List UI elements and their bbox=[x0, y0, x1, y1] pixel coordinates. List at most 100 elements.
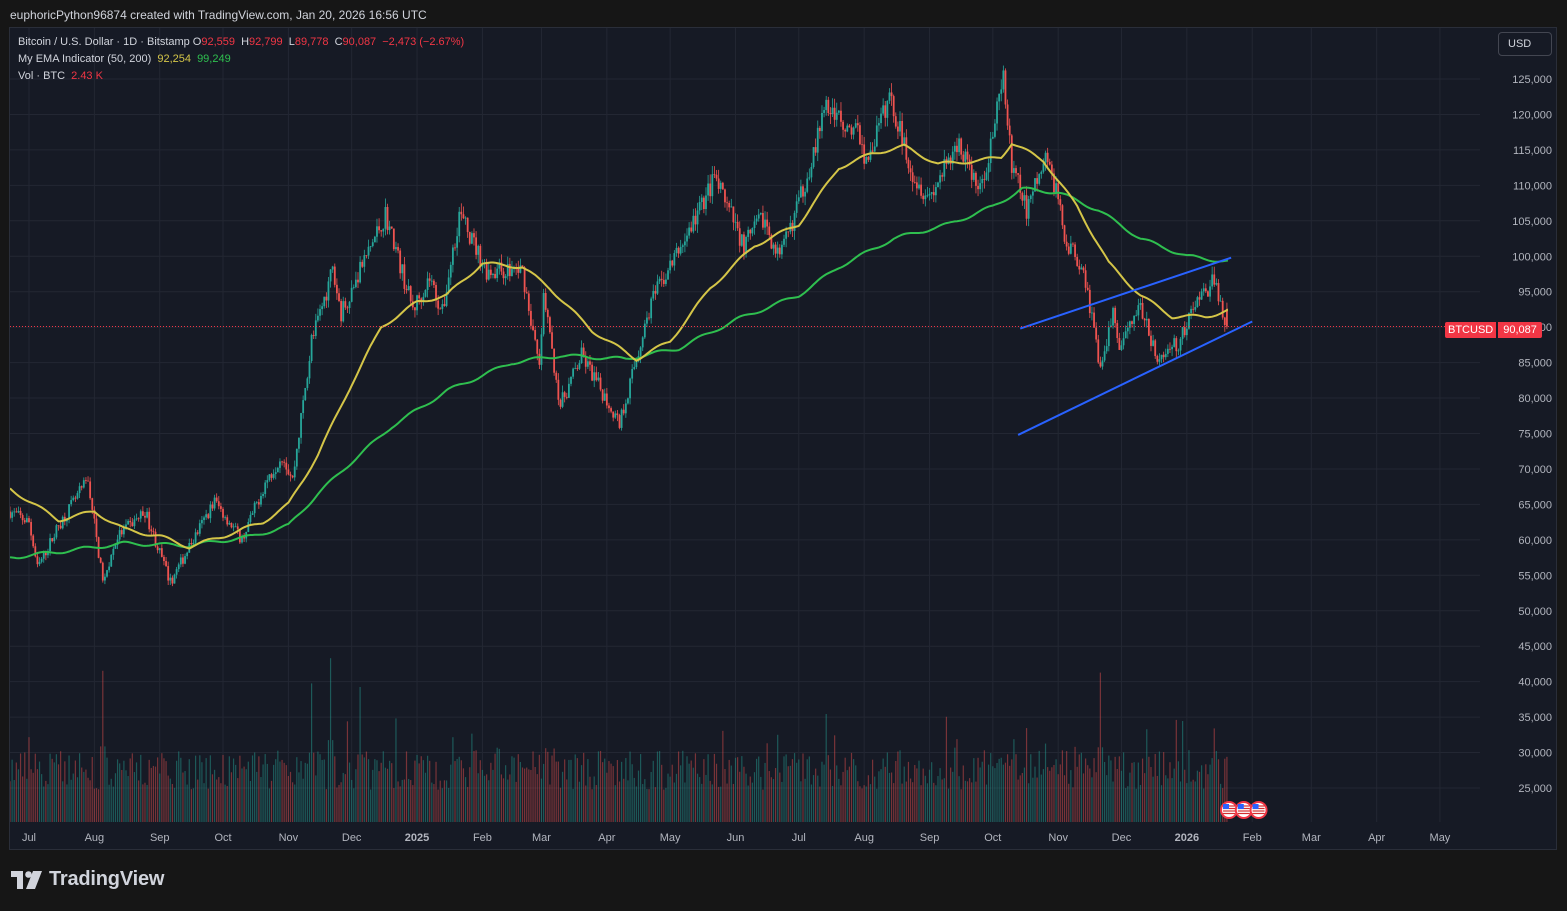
candle-body bbox=[1213, 274, 1216, 285]
volume-bar bbox=[686, 756, 688, 822]
candle-body bbox=[416, 295, 418, 311]
volume-bar bbox=[1078, 754, 1080, 822]
ema-indicator-label[interactable]: My EMA Indicator (50, 200) bbox=[18, 53, 152, 65]
volume-bar bbox=[205, 758, 207, 822]
candle-body bbox=[215, 497, 218, 502]
volume-bar bbox=[325, 789, 327, 822]
candle-body bbox=[1156, 356, 1159, 362]
candle-body bbox=[1110, 325, 1112, 328]
candle-body bbox=[169, 577, 172, 581]
volume-bar bbox=[749, 776, 751, 822]
volume-bar bbox=[1179, 781, 1182, 822]
candle-body bbox=[1095, 327, 1098, 340]
chart-frame[interactable]: 25,000 30,000 35,000 40,000 45,000 50,000 55,0… bbox=[9, 27, 1557, 850]
y-tick-label: 25,000 bbox=[1518, 783, 1552, 795]
volume-bar bbox=[32, 772, 34, 822]
volume-bar bbox=[992, 766, 994, 822]
volume-bar bbox=[260, 777, 262, 822]
volume-bar bbox=[310, 683, 313, 822]
volume-bar bbox=[791, 759, 794, 822]
candle-body bbox=[397, 247, 399, 251]
candle-body bbox=[430, 280, 433, 282]
candle-body bbox=[241, 537, 243, 543]
y-tick-label: 75,000 bbox=[1518, 429, 1552, 441]
candle-body bbox=[222, 508, 224, 518]
x-tick-label: Mar bbox=[532, 832, 551, 844]
volume-bar bbox=[595, 785, 597, 822]
candle-body bbox=[198, 523, 201, 534]
price-chart[interactable]: 25,000 30,000 35,000 40,000 45,000 50,000 55,0… bbox=[10, 28, 1558, 851]
candle-body bbox=[669, 260, 672, 271]
tradingview-logo-icon bbox=[11, 870, 42, 889]
volume-bar bbox=[785, 754, 787, 822]
volume-bar bbox=[635, 786, 637, 822]
candle-body bbox=[17, 510, 20, 513]
volume-bar bbox=[346, 721, 349, 822]
volume-bar bbox=[224, 784, 226, 822]
volume-bar bbox=[559, 787, 562, 822]
volume-bar bbox=[1057, 774, 1059, 822]
candle-body bbox=[1055, 183, 1057, 193]
volume-bar bbox=[863, 785, 865, 822]
volume-bar bbox=[283, 762, 285, 822]
volume-bar bbox=[91, 757, 93, 822]
volume-bar bbox=[89, 780, 91, 822]
volume-bar bbox=[93, 788, 95, 822]
volume-bar bbox=[874, 776, 876, 822]
volume-bar bbox=[348, 762, 351, 822]
volume-bar bbox=[994, 768, 996, 822]
candle-body bbox=[428, 278, 431, 281]
candle-body bbox=[468, 232, 471, 244]
candle-body bbox=[1101, 360, 1104, 367]
candle-body bbox=[956, 145, 958, 153]
candle-body bbox=[424, 289, 427, 297]
volume-label[interactable]: Vol · BTC bbox=[18, 70, 66, 82]
candle-body bbox=[555, 372, 558, 380]
volume-bar bbox=[975, 781, 977, 822]
volume-bar bbox=[648, 789, 650, 822]
candle-body bbox=[772, 244, 775, 249]
candle-body bbox=[719, 182, 722, 189]
y-tick-label: 100,000 bbox=[1512, 251, 1552, 263]
candle-body bbox=[247, 522, 250, 532]
volume-bar bbox=[439, 780, 441, 822]
candle-body bbox=[95, 518, 98, 538]
candle-body bbox=[274, 472, 277, 474]
volume-bar bbox=[72, 773, 74, 822]
candle-body bbox=[435, 285, 437, 301]
volume-bar bbox=[768, 771, 770, 822]
candle-body bbox=[331, 266, 334, 270]
volume-bar bbox=[711, 784, 713, 822]
candle-body bbox=[890, 92, 893, 97]
volume-bar bbox=[524, 768, 526, 822]
volume-bar bbox=[397, 781, 399, 822]
volume-bar bbox=[393, 788, 395, 822]
volume-bar bbox=[981, 761, 983, 822]
volume-bar bbox=[890, 772, 893, 822]
candle-body bbox=[610, 408, 612, 412]
candle-body bbox=[770, 234, 773, 249]
x-tick-label: Aug bbox=[85, 832, 105, 844]
volume-bar bbox=[144, 782, 146, 822]
volume-bar bbox=[1219, 783, 1222, 822]
volume-bar bbox=[1177, 761, 1180, 822]
volume-bar bbox=[228, 756, 230, 822]
volume-bar bbox=[1201, 765, 1203, 822]
volume-bar bbox=[1097, 747, 1099, 822]
volume-bar bbox=[353, 788, 355, 822]
volume-bar bbox=[983, 750, 985, 822]
volume-bar bbox=[656, 751, 659, 822]
candle-body bbox=[422, 296, 425, 303]
candle-body bbox=[1143, 318, 1146, 321]
candle-body bbox=[373, 236, 376, 243]
ema50-line bbox=[10, 142, 1228, 550]
volume-bar bbox=[1074, 746, 1076, 822]
y-tick-label: 30,000 bbox=[1518, 748, 1552, 760]
candle-body bbox=[624, 403, 627, 414]
candle-body bbox=[677, 247, 680, 254]
symbol-description[interactable]: Bitcoin / U.S. Dollar · 1D · Bitstamp bbox=[18, 36, 190, 48]
candle-body bbox=[707, 183, 709, 196]
volume-bar bbox=[734, 757, 737, 822]
currency-button[interactable]: USD bbox=[1498, 32, 1552, 56]
volume-bar bbox=[127, 776, 129, 822]
